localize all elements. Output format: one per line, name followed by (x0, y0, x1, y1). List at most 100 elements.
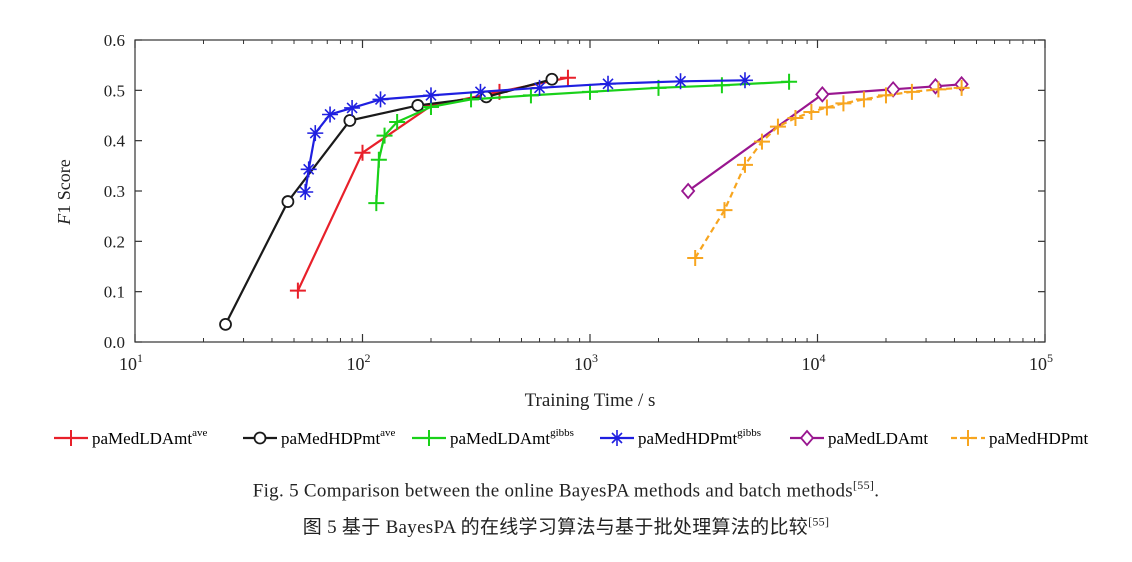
series-5-point (716, 202, 733, 219)
series-5-line (694, 86, 962, 259)
x-tick-label-base: 10 (574, 354, 592, 374)
series-5-point (787, 110, 804, 127)
legend-swatch-marker (63, 430, 79, 446)
legend-label-name: paMedLDAmt (92, 429, 192, 448)
legend-label-sup: gibbs (550, 427, 574, 439)
legend-item-4: paMedLDAmt (790, 429, 928, 448)
series-5-point (877, 87, 894, 104)
series-3-point (300, 161, 317, 178)
legend-label: paMedLDAmtave (92, 427, 207, 448)
series-5-point (818, 99, 835, 116)
legend-swatch-marker (253, 431, 267, 445)
x-tick-label-exponent: 4 (820, 351, 826, 365)
y-tick-label: 0.3 (104, 182, 125, 201)
series-5-point (687, 249, 704, 266)
y-tick-label: 0.1 (104, 283, 125, 302)
x-tick-label: 103 (574, 351, 598, 374)
legend-label: paMedHDPmtave (281, 427, 396, 448)
caption-english-ref: [55] (853, 478, 875, 492)
series-5-point (736, 156, 753, 173)
series-1-point (545, 72, 559, 86)
series-4-point (928, 77, 943, 95)
x-tick-label-exponent: 1 (137, 351, 143, 365)
series-5-point (953, 79, 970, 96)
y-tick-label: 0.5 (104, 81, 125, 100)
series-5-point (903, 83, 920, 100)
series-2-point (463, 91, 480, 108)
y-axis-label: F1 Score (54, 159, 74, 225)
series-3-point (600, 75, 617, 92)
series-layer (219, 69, 970, 331)
series-4 (680, 75, 969, 200)
series-1 (219, 72, 559, 331)
legend-label-sup: ave (192, 427, 207, 439)
y-axis-label-rest: 1 Score (54, 159, 74, 213)
series-5-point (855, 91, 872, 108)
series-1-point (343, 114, 357, 127)
legend-swatch-marker (421, 430, 437, 446)
x-tick-label-base: 10 (1029, 354, 1047, 374)
legend-label: paMedLDAmtgibbs (450, 427, 574, 448)
legend-label-name: paMedHDPmt (989, 429, 1088, 448)
series-2-point (389, 114, 406, 131)
legend-item-0: paMedLDAmtave (54, 427, 207, 448)
series-3-point (322, 106, 339, 123)
legend-item-1: paMedHDPmtave (243, 427, 396, 448)
x-tick-label: 104 (802, 351, 826, 374)
series-0-line (296, 76, 569, 292)
legend-swatch-marker (799, 429, 815, 447)
y-tick-label: 0.0 (104, 333, 125, 352)
caption-english-end: . (874, 480, 880, 502)
legend-swatch-marker (609, 430, 625, 446)
series-2-point (376, 127, 393, 144)
series-0-point (559, 69, 576, 86)
y-tick-label: 0.6 (104, 31, 125, 50)
series-2-point (582, 83, 598, 100)
series-3-point (472, 83, 489, 100)
series-3 (297, 72, 753, 201)
x-tick-label-exponent: 5 (1047, 351, 1053, 365)
legend-label-sup: ave (380, 427, 395, 439)
legend: paMedLDAmtave paMedHDPmtave paMedLDAmtgibb… (54, 427, 1088, 448)
legend-item-3: paMedHDPmtgibbs (600, 427, 761, 448)
series-5-point (930, 81, 947, 98)
series-3-point (531, 79, 548, 96)
series-3-point (297, 184, 314, 201)
series-1-point (411, 99, 425, 112)
series-0-point (354, 144, 371, 161)
caption-chinese-text: 图 5 基于 BayesPA 的在线学习算法与基于批处理算法的比较 (302, 517, 809, 538)
series-2-point (368, 195, 385, 212)
x-tick-label-base: 10 (119, 354, 137, 374)
caption-chinese-ref: [55] (808, 514, 830, 529)
series-3-point (372, 91, 389, 108)
y-axis-label-italic: F (54, 213, 74, 226)
series-5-point (835, 95, 852, 112)
series-2-line (375, 80, 790, 204)
caption-chinese: 图 5 基于 BayesPA 的在线学习算法与基于批处理算法的比较[55] (0, 512, 1132, 539)
x-tick-label-exponent: 3 (592, 351, 598, 365)
legend-label: paMedLDAmt (828, 429, 928, 448)
y-tick-label: 0.4 (104, 132, 126, 151)
x-tick-label-base: 10 (802, 354, 820, 374)
series-1-line (224, 78, 553, 325)
series-5-point (769, 118, 786, 135)
x-tick-label: 102 (347, 351, 371, 374)
legend-label: paMedHDPmt (989, 429, 1088, 448)
series-3-point (344, 99, 361, 116)
caption-english-text: Fig. 5 Comparison between the online Bay… (252, 480, 853, 502)
legend-label-name: paMedLDAmt (828, 429, 928, 448)
legend-item-5: paMedHDPmt (951, 429, 1088, 448)
x-tick-label: 105 (1029, 351, 1053, 374)
series-2-point (781, 73, 798, 90)
x-axis: 101 102 103 104 105 (119, 40, 1053, 374)
series-4-point (815, 85, 830, 103)
series-0-point (289, 282, 306, 299)
x-tick-label-exponent: 2 (365, 351, 371, 365)
chart-area: 0.00.10.20.30.40.50.6 101 102 103 104 105 Tr… (54, 31, 1053, 411)
series-3-point (672, 73, 689, 90)
series-4-point (680, 182, 696, 200)
series-5-point (753, 133, 770, 150)
series-2-point (370, 151, 387, 168)
series-3-point (307, 125, 324, 142)
series-3-line (304, 79, 746, 193)
